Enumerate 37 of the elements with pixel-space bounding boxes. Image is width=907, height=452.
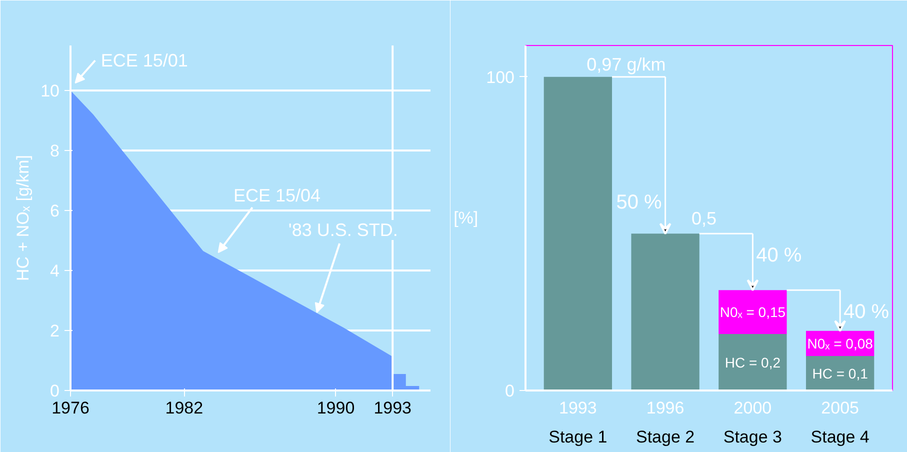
x-tick-label: 1982 [165, 398, 204, 418]
annotation: N0ₓ = 0,15 [720, 304, 786, 320]
text: 2000 [734, 398, 772, 418]
bar [544, 76, 612, 390]
annotation: HC = 0,2 [724, 354, 781, 370]
annotation: 40 % [756, 244, 802, 267]
x-tick-label: Stage 3 [723, 428, 782, 446]
bar [718, 334, 787, 390]
y-tick-label: 2 [50, 322, 60, 340]
annotation: 0,5 [692, 208, 717, 228]
x-tick-label: Stage 4 [810, 428, 870, 446]
y-tick-label: 0 [50, 382, 60, 400]
annotation: '83 U.S. STD. [288, 220, 398, 240]
text: 2005 [821, 398, 859, 418]
x-tick-label: Stage 2 [636, 428, 695, 446]
y-tick-label: 0 [505, 382, 515, 400]
bar [631, 234, 700, 390]
y-tick-label: 100 [486, 68, 515, 87]
annotation: 50 % [616, 191, 662, 214]
y-tick-label: 6 [50, 202, 60, 220]
y-tick-label: 4 [50, 262, 60, 280]
annotation: 0,97 g/km [586, 54, 666, 74]
annotation: ECE 15/04 [233, 186, 321, 206]
x-tick-label: Stage 1 [548, 428, 608, 446]
y-axis-title: [%] [454, 208, 478, 228]
x-tick-label: 1993 [374, 398, 412, 418]
y-tick-label: 8 [50, 142, 60, 160]
annotation: HC = 0,1 [812, 365, 868, 382]
x-tick-label: 1976 [52, 398, 90, 418]
bar [718, 290, 787, 334]
annotation: N0ₓ = 0,08 [807, 335, 874, 352]
x-tick-label: 1990 [316, 398, 355, 418]
text: 1996 [646, 398, 684, 418]
annotation: 40 % [843, 301, 890, 324]
y-tick-label: 10 [40, 82, 60, 100]
y-axis-title: HC + NOₓ [g/km] [14, 154, 33, 282]
annotation: ECE 15/01 [100, 50, 188, 70]
